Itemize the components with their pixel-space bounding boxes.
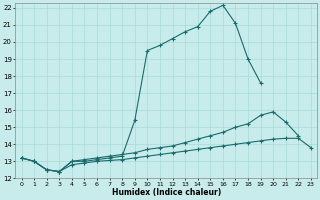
X-axis label: Humidex (Indice chaleur): Humidex (Indice chaleur) [112, 188, 221, 197]
